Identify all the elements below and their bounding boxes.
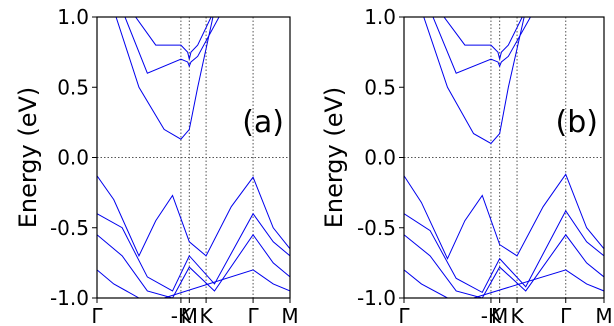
panel-1-ytick-label-1: 0.5 — [364, 75, 396, 99]
panel-1-ytick-label-0: 1.0 — [364, 5, 396, 29]
panel-0-ytick-label-2: 0.0 — [57, 146, 89, 170]
panel-1-band-0 — [423, 17, 525, 145]
panel-1-xtick-label-2: M — [491, 304, 508, 326]
panel-1-frame — [403, 16, 605, 299]
panel-0-band-4 — [97, 212, 290, 292]
panel-0-band-5 — [97, 233, 290, 298]
panel-1-label: (b) — [556, 105, 598, 140]
panel-1-ytick-label-3: -0.5 — [357, 216, 396, 240]
panel-0-xtick-label-4: Γ — [248, 304, 260, 326]
panel-0-xtick-label-3: K — [200, 304, 214, 326]
panel-0-label: (a) — [242, 105, 284, 140]
panel-1-band-3 — [404, 173, 604, 260]
panel-0-band-1 — [124, 17, 220, 74]
panel-0-band-3 — [97, 175, 290, 258]
panel-0-band-6 — [97, 269, 290, 298]
panel-1-ytick-label-4: -1.0 — [357, 286, 396, 310]
panel-0-band-0 — [115, 17, 214, 140]
panel-1-band-1 — [432, 17, 532, 74]
panel-0-xtick-label-2: M — [181, 304, 198, 326]
panel-1-band-5 — [404, 233, 604, 298]
panel-1-xtick-label-0: Γ — [398, 304, 410, 326]
panel-0-band-2 — [134, 17, 212, 60]
panel-1-band-2 — [443, 17, 523, 60]
panel-1-band-6 — [404, 269, 604, 298]
panel-0-xtick-label-5: M — [281, 304, 298, 326]
panel-1-xtick-label-4: Γ — [560, 304, 572, 326]
panel-0-ytick-label-4: -1.0 — [50, 286, 89, 310]
panel-1-xtick-label-1: -K — [481, 304, 502, 326]
panel-1-ylabel: Energy (eV) — [320, 87, 348, 229]
panel-1-xtick-label-3: K — [510, 304, 524, 326]
panel-0-xtick-label-0: Γ — [91, 304, 103, 326]
panel-0-ylabel: Energy (eV) — [14, 87, 42, 229]
panel-0-ytick-label-1: 0.5 — [57, 75, 89, 99]
panel-0-ytick-label-3: -0.5 — [50, 216, 89, 240]
panel-1-ytick-label-2: 0.0 — [364, 146, 396, 170]
panel-1-xtick-label-5: M — [595, 304, 612, 326]
panel-0-xtick-label-1: -K — [171, 304, 192, 326]
panel-1-band-4 — [404, 209, 604, 294]
panel-0-ytick-label-0: 1.0 — [57, 5, 89, 29]
